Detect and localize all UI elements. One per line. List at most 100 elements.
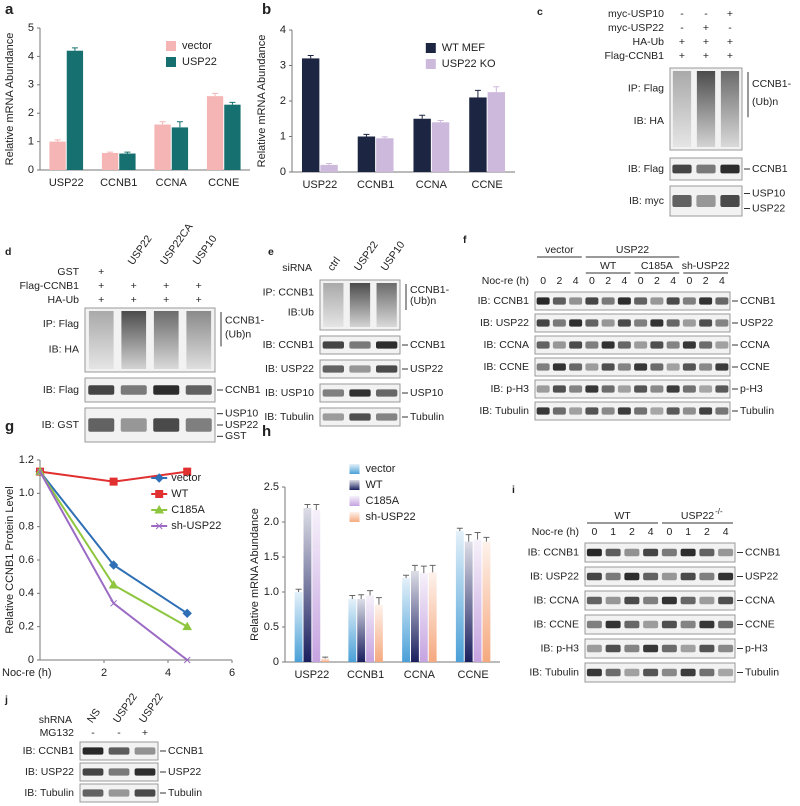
band xyxy=(120,418,147,432)
group-label: C185A xyxy=(641,260,673,272)
band xyxy=(672,164,692,174)
band xyxy=(680,668,696,677)
bar xyxy=(376,138,394,172)
condition-value: - xyxy=(117,727,121,739)
band xyxy=(552,385,566,393)
band xyxy=(666,385,680,393)
condition-value: 2 xyxy=(629,526,635,538)
band xyxy=(718,668,734,677)
condition-value: 4 xyxy=(670,275,676,287)
band xyxy=(672,195,692,207)
row-label: IB: HA xyxy=(49,343,79,355)
condition-value: 2 xyxy=(556,275,562,287)
protein-label: CCNB1- xyxy=(410,284,450,296)
band xyxy=(108,789,130,797)
band xyxy=(349,389,371,397)
band xyxy=(680,548,696,557)
legend-label: C185A xyxy=(366,495,400,507)
band xyxy=(536,407,550,415)
y-tick-label: 3 xyxy=(28,79,34,91)
condition-value: + xyxy=(131,294,137,306)
condition-value: + xyxy=(703,50,709,62)
bar xyxy=(312,510,321,662)
error-bar xyxy=(159,121,166,125)
x-tick-label: CCNB1 xyxy=(100,177,137,189)
band xyxy=(624,668,640,677)
marker xyxy=(182,608,192,619)
band xyxy=(134,789,156,797)
band xyxy=(715,341,729,349)
y-tick-label: 5 xyxy=(28,22,34,34)
row-label: IB: HA xyxy=(634,115,664,127)
band xyxy=(718,596,734,605)
x-tick-label: USP22 xyxy=(294,669,329,681)
lane-label: USP22 xyxy=(111,691,140,725)
band xyxy=(682,319,696,327)
band xyxy=(682,407,696,415)
error-bar xyxy=(429,564,436,573)
band xyxy=(108,747,130,755)
band xyxy=(624,620,640,629)
band xyxy=(536,319,550,327)
lane-label: USP22 xyxy=(137,691,166,725)
row-label: IB: Flag xyxy=(628,163,664,175)
band xyxy=(661,668,677,677)
protein-label: USP22 xyxy=(225,419,258,431)
blot-frame xyxy=(584,542,736,563)
y-tick-label: 2.5 xyxy=(264,481,279,493)
group-label: USP22 xyxy=(616,244,649,256)
error-bar xyxy=(437,120,444,123)
row-label: IP: Flag xyxy=(43,318,79,330)
smear xyxy=(186,311,212,369)
band xyxy=(643,596,659,605)
x-tick-label: USP22 xyxy=(49,177,84,189)
band xyxy=(322,341,344,349)
band xyxy=(601,407,615,415)
band xyxy=(349,413,371,421)
band xyxy=(699,385,713,393)
x-tick-label: 6 xyxy=(229,667,235,679)
band xyxy=(718,620,734,629)
band xyxy=(586,644,602,653)
row-label: IB: Tubulin xyxy=(24,787,74,799)
bar xyxy=(294,592,303,662)
band xyxy=(82,789,104,797)
condition-value: 4 xyxy=(621,275,627,287)
blot-frame xyxy=(584,638,736,659)
band xyxy=(699,620,715,629)
band xyxy=(88,418,115,432)
band xyxy=(569,407,583,415)
condition-value: + xyxy=(196,280,202,292)
lane-label: USP10 xyxy=(379,239,408,273)
y-tick-label: 0.8 xyxy=(19,521,34,533)
bar xyxy=(411,571,419,662)
chart-panel: h 0 0.5 1.0 1.5 2.0 2.5 Relative mRNA Abundance… xyxy=(249,423,500,681)
row-label: IB: Flag xyxy=(43,384,79,396)
band xyxy=(715,407,729,415)
row-label: IB: CCNA xyxy=(533,594,579,606)
smear xyxy=(696,71,716,147)
band xyxy=(569,319,583,327)
blot-frame xyxy=(534,379,731,399)
y-tick-label: 2 xyxy=(28,107,34,119)
band xyxy=(699,596,715,605)
band xyxy=(682,297,696,305)
condition-value: 2 xyxy=(605,275,611,287)
error-bar xyxy=(367,590,374,596)
band xyxy=(605,668,621,677)
condition-value: + xyxy=(196,294,202,306)
row-label: IB: GST xyxy=(42,419,80,431)
condition-label: Noc-re (h) xyxy=(532,526,579,538)
group-label: USP22 xyxy=(681,510,714,522)
row-label: IB: Tubulin xyxy=(529,666,579,678)
x-tick-label: CCNB1 xyxy=(357,179,394,191)
band xyxy=(643,668,659,677)
y-tick-label: 0.4 xyxy=(19,587,34,599)
band xyxy=(634,363,648,371)
protein-label: CCNB1- xyxy=(752,78,792,90)
band xyxy=(586,548,602,557)
row-label: IB: CCNE xyxy=(483,361,529,373)
error-bar xyxy=(483,536,490,542)
band xyxy=(682,385,696,393)
protein-label: Tubulin xyxy=(410,411,444,423)
